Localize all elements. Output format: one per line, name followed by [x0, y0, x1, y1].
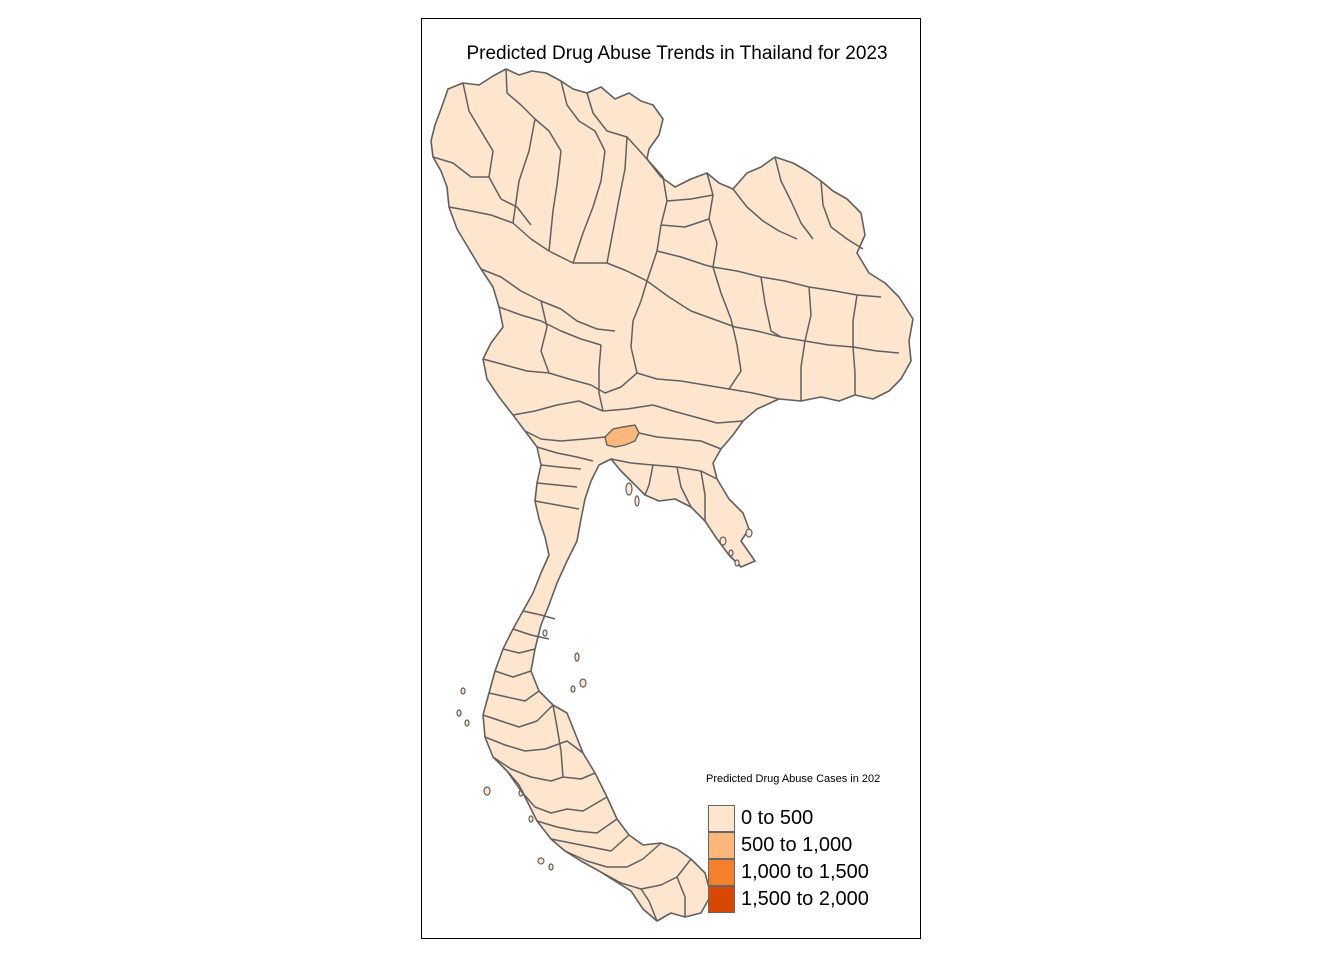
province-boundary [524, 430, 606, 442]
island [745, 528, 753, 538]
province-boundary [700, 470, 706, 521]
province-boundary [550, 834, 630, 852]
province-boundary [534, 500, 580, 510]
province-boundary [498, 306, 602, 346]
province-boundary [572, 150, 606, 264]
province-boundary [646, 158, 668, 282]
province-boundary [500, 198, 532, 226]
map-title: Predicted Drug Abuse Trends in Thailand … [466, 43, 888, 64]
province-boundary [560, 308, 616, 332]
province-highlight [604, 424, 640, 448]
province-boundary [774, 156, 814, 240]
province-boundary [540, 300, 550, 374]
legend-swatch-500-1000 [708, 832, 735, 859]
province-boundary [502, 648, 536, 654]
province-boundary [492, 756, 596, 782]
province-boundary [512, 118, 536, 224]
legend-label-0-500: 0 to 500 [741, 807, 814, 829]
legend-swatch-0-500 [708, 805, 735, 832]
island [528, 815, 534, 823]
province-boundary [505, 68, 562, 152]
province-boundary [586, 92, 648, 160]
island [728, 549, 734, 557]
island [456, 709, 462, 717]
province-boundary [640, 888, 658, 922]
province-boundary [494, 670, 532, 678]
province-boundary [448, 206, 550, 252]
province-boundary [644, 464, 654, 496]
province-boundary [548, 150, 562, 252]
province-boundary [666, 194, 714, 202]
legend-label-500-1000: 500 to 1,000 [741, 834, 853, 856]
province-boundary [522, 610, 556, 620]
island [734, 559, 740, 567]
province-boundary [728, 318, 742, 390]
province-boundary [482, 704, 554, 728]
legend-title: Predicted Drug Abuse Cases in 202 [706, 773, 881, 785]
province-boundary [598, 344, 604, 412]
island [464, 719, 470, 727]
province-boundaries [432, 68, 900, 922]
province-boundary [646, 280, 900, 354]
island [537, 857, 545, 865]
province-boundary [800, 340, 806, 401]
province-boundary [480, 268, 562, 310]
province-boundary [676, 466, 692, 508]
island [625, 482, 633, 496]
province-boundary [610, 458, 718, 480]
island [460, 687, 466, 695]
province-boundary [652, 404, 744, 424]
province-boundary [484, 736, 584, 754]
province-boundary [820, 180, 864, 250]
province-boundary [512, 400, 654, 416]
legend-label-1500-2000: 1,500 to 2,000 [741, 888, 869, 910]
province-boundary [590, 372, 638, 394]
map-panel: Predicted Drug Abuse Trends in Thailand … [421, 18, 921, 939]
province-boundary [482, 358, 592, 386]
province-boundary [536, 446, 594, 462]
province-boundary [852, 294, 858, 347]
country-outline [430, 68, 914, 922]
legend-swatch-1000-1500 [708, 859, 735, 886]
province-boundary [488, 690, 540, 702]
province-layer [430, 68, 914, 922]
province-boundary [540, 464, 582, 470]
province-boundary [638, 432, 722, 450]
province-boundary [804, 286, 812, 342]
province-boundary [732, 188, 798, 240]
legend-swatch-1500-2000 [708, 886, 735, 913]
island [634, 495, 640, 507]
province-boundary [552, 704, 564, 778]
island [574, 652, 580, 662]
island [719, 536, 727, 546]
province-boundary [560, 80, 606, 152]
island [570, 685, 576, 693]
island [579, 678, 587, 688]
thailand-map [430, 68, 914, 922]
province-boundary [606, 136, 628, 264]
province-boundary [548, 250, 648, 282]
province-boundary [506, 770, 608, 814]
legend-label-1000-1500: 1,000 to 1,500 [741, 861, 869, 883]
island [483, 786, 491, 796]
province-boundary [852, 346, 856, 395]
province-boundary [536, 482, 578, 488]
province-boundary [512, 628, 550, 640]
province-boundary [676, 876, 686, 917]
province-boundary [564, 842, 662, 868]
province-boundary [636, 372, 780, 400]
province-boundary [536, 818, 618, 834]
island [548, 863, 554, 871]
province-boundary [630, 280, 648, 374]
island [542, 629, 548, 637]
province-boundary [462, 82, 502, 200]
province-boundary [712, 266, 732, 320]
province-boundary [660, 218, 710, 228]
province-boundary [598, 858, 692, 890]
province-boundary [760, 276, 782, 338]
province-boundary [432, 156, 489, 178]
